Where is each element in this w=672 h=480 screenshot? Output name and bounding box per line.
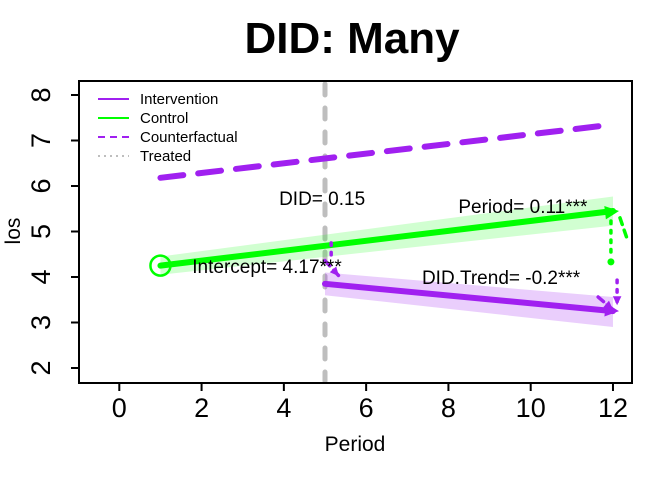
y-tick-label: 3: [26, 315, 56, 330]
chart-title: DID: Many: [244, 14, 460, 63]
annotation: Period= 0.11***: [458, 197, 588, 218]
x-tick-label: 2: [194, 393, 209, 423]
decoration-segment: [618, 216, 630, 244]
legend-label-counterfactual: Counterfactual: [140, 129, 238, 146]
legend-label-intervention: Intervention: [140, 91, 218, 108]
decoration-arrow: [329, 266, 339, 277]
series-line-control: [157, 208, 616, 269]
plot-layer: 0 2 4 6 8 10 12 2 3 4 5 6 7 8 Intervention Control Count…: [26, 81, 630, 423]
x-tick-label: 12: [598, 393, 628, 423]
y-tick-label: 6: [26, 178, 56, 193]
x-tick-label: 10: [516, 393, 546, 423]
annotation: DID= 0.15: [279, 189, 365, 210]
decoration-arrow: [612, 296, 622, 306]
decoration-arrow: [603, 300, 613, 310]
series-line-intervention: [322, 280, 616, 315]
y-axis-label: los: [2, 218, 25, 245]
y-tick-label: 2: [26, 360, 56, 375]
x-tick-label: 4: [276, 393, 291, 423]
legend-label-treated: Treated: [140, 148, 191, 165]
y-tick-label: 4: [26, 269, 56, 284]
plot-border: [78, 80, 633, 384]
series-line-counterfactual: [157, 121, 616, 181]
y-tick-label: 5: [26, 224, 56, 239]
end-arrow-control: [604, 206, 619, 220]
y-tick-label: 7: [26, 133, 56, 148]
decoration-dot: [607, 258, 615, 266]
start-marker-control: [149, 254, 172, 277]
legend-label-control: Control: [140, 110, 188, 127]
x-tick-label: 0: [112, 393, 127, 423]
x-tick-label: 8: [441, 393, 456, 423]
annotation: DID.Trend= -0.2***: [422, 268, 581, 289]
x-tick-label: 6: [359, 393, 374, 423]
x-axis-label: Period: [325, 433, 386, 456]
y-tick-label: 8: [26, 87, 56, 102]
annotation: Intercept= 4.17***: [192, 257, 342, 278]
